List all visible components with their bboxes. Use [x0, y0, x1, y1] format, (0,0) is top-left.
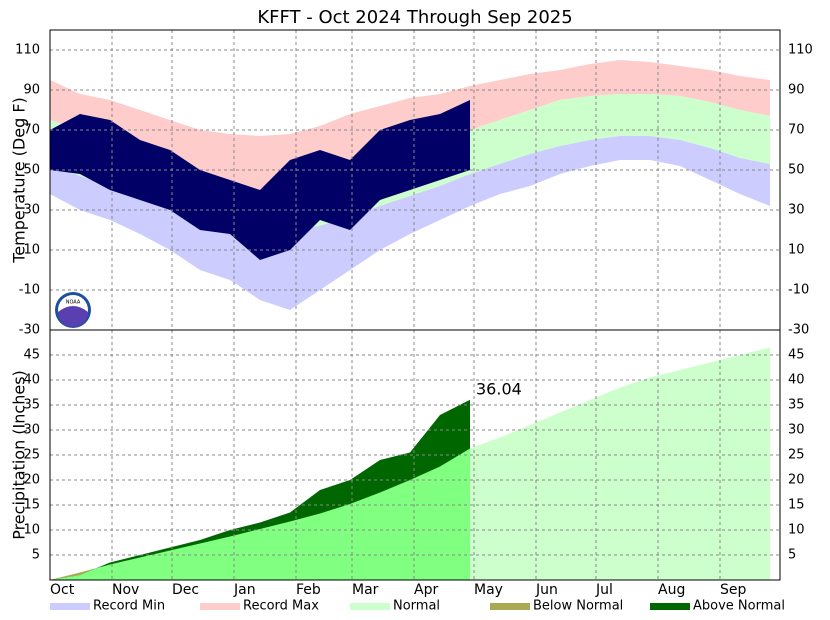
observed-area — [50, 399, 470, 580]
y-tick-label-right: 40 — [788, 373, 805, 388]
y-tick-label: 110 — [15, 43, 40, 58]
legend-swatch — [650, 603, 690, 610]
x-tick-label: Dec — [172, 582, 199, 598]
y-tick-label-right: 45 — [788, 348, 805, 363]
x-tick-label: Feb — [296, 582, 321, 598]
y-tick-label-right: 110 — [788, 43, 813, 58]
x-tick-label: Nov — [112, 582, 139, 598]
y-tick-label-right: 30 — [788, 203, 805, 218]
annotation: 36.04 — [476, 379, 522, 398]
y-tick-label-right: 25 — [788, 448, 805, 463]
y-axis-label: Precipitation (Inches) — [10, 370, 29, 540]
y-tick-label: 40 — [23, 373, 40, 388]
y-tick-label-right: 70 — [788, 123, 805, 138]
y-tick-label: 20 — [23, 473, 40, 488]
plot-frame — [49, 329, 781, 581]
observed-band — [50, 100, 470, 260]
x-tick-label: Mar — [352, 582, 379, 598]
y-tick-label: 25 — [23, 448, 40, 463]
y-tick-label-right: -10 — [788, 283, 809, 298]
legend-label: Normal — [393, 599, 440, 614]
y-tick-label-right: 30 — [788, 423, 805, 438]
y-tick-label: 35 — [23, 398, 40, 413]
y-tick-label-right: 35 — [788, 398, 805, 413]
x-tick-label: Jan — [233, 582, 256, 598]
x-tick-label: May — [474, 582, 503, 598]
y-tick-label: 30 — [23, 203, 40, 218]
y-tick-label-right: 15 — [788, 498, 805, 513]
y-tick-label: 15 — [23, 498, 40, 513]
legend-swatch — [200, 603, 240, 610]
legend-label: Below Normal — [533, 599, 623, 614]
x-tick-label: Jun — [535, 582, 558, 598]
y-tick-label: 10 — [23, 243, 40, 258]
chart-title: KFFT - Oct 2024 Through Sep 2025 — [257, 7, 572, 28]
logo-text: NOAA — [66, 300, 81, 306]
legend-label: Record Max — [243, 599, 319, 614]
y-tick-label: -10 — [19, 283, 40, 298]
y-tick-label: 90 — [23, 83, 40, 98]
plot-layer — [49, 29, 781, 581]
x-tick-label: Jul — [595, 582, 613, 598]
y-tick-label-right: 10 — [788, 243, 805, 258]
x-tick-label: Sep — [720, 582, 747, 598]
logo-wave — [58, 306, 88, 327]
legend-swatch — [350, 603, 390, 610]
y-tick-label: 45 — [23, 348, 40, 363]
y-tick-label: 30 — [23, 423, 40, 438]
y-tick-label: 50 — [23, 163, 40, 178]
y-tick-label-right: -30 — [788, 323, 809, 338]
x-tick-label: Oct — [50, 582, 75, 598]
legend-label: Record Min — [93, 599, 165, 614]
x-tick-label: Aug — [658, 582, 685, 598]
legend-label: Above Normal — [693, 599, 785, 614]
y-tick-label-right: 20 — [788, 473, 805, 488]
y-tick-label: -30 — [19, 323, 40, 338]
y-tick-label-right: 5 — [788, 548, 796, 563]
y-tick-label: 70 — [23, 123, 40, 138]
x-tick-label: Apr — [414, 582, 438, 598]
noaa-logo: NOAA — [55, 292, 91, 328]
legend-swatch — [50, 603, 90, 610]
y-tick-label-right: 90 — [788, 83, 805, 98]
y-tick-label: 5 — [32, 548, 40, 563]
y-tick-label-right: 10 — [788, 523, 805, 538]
normal-area — [50, 347, 770, 580]
y-tick-label-right: 50 — [788, 163, 805, 178]
record-min-band — [50, 136, 770, 310]
legend-swatch — [490, 603, 530, 610]
y-tick-label: 10 — [23, 523, 40, 538]
y-axis-label: Temperature (Deg F) — [10, 97, 29, 264]
